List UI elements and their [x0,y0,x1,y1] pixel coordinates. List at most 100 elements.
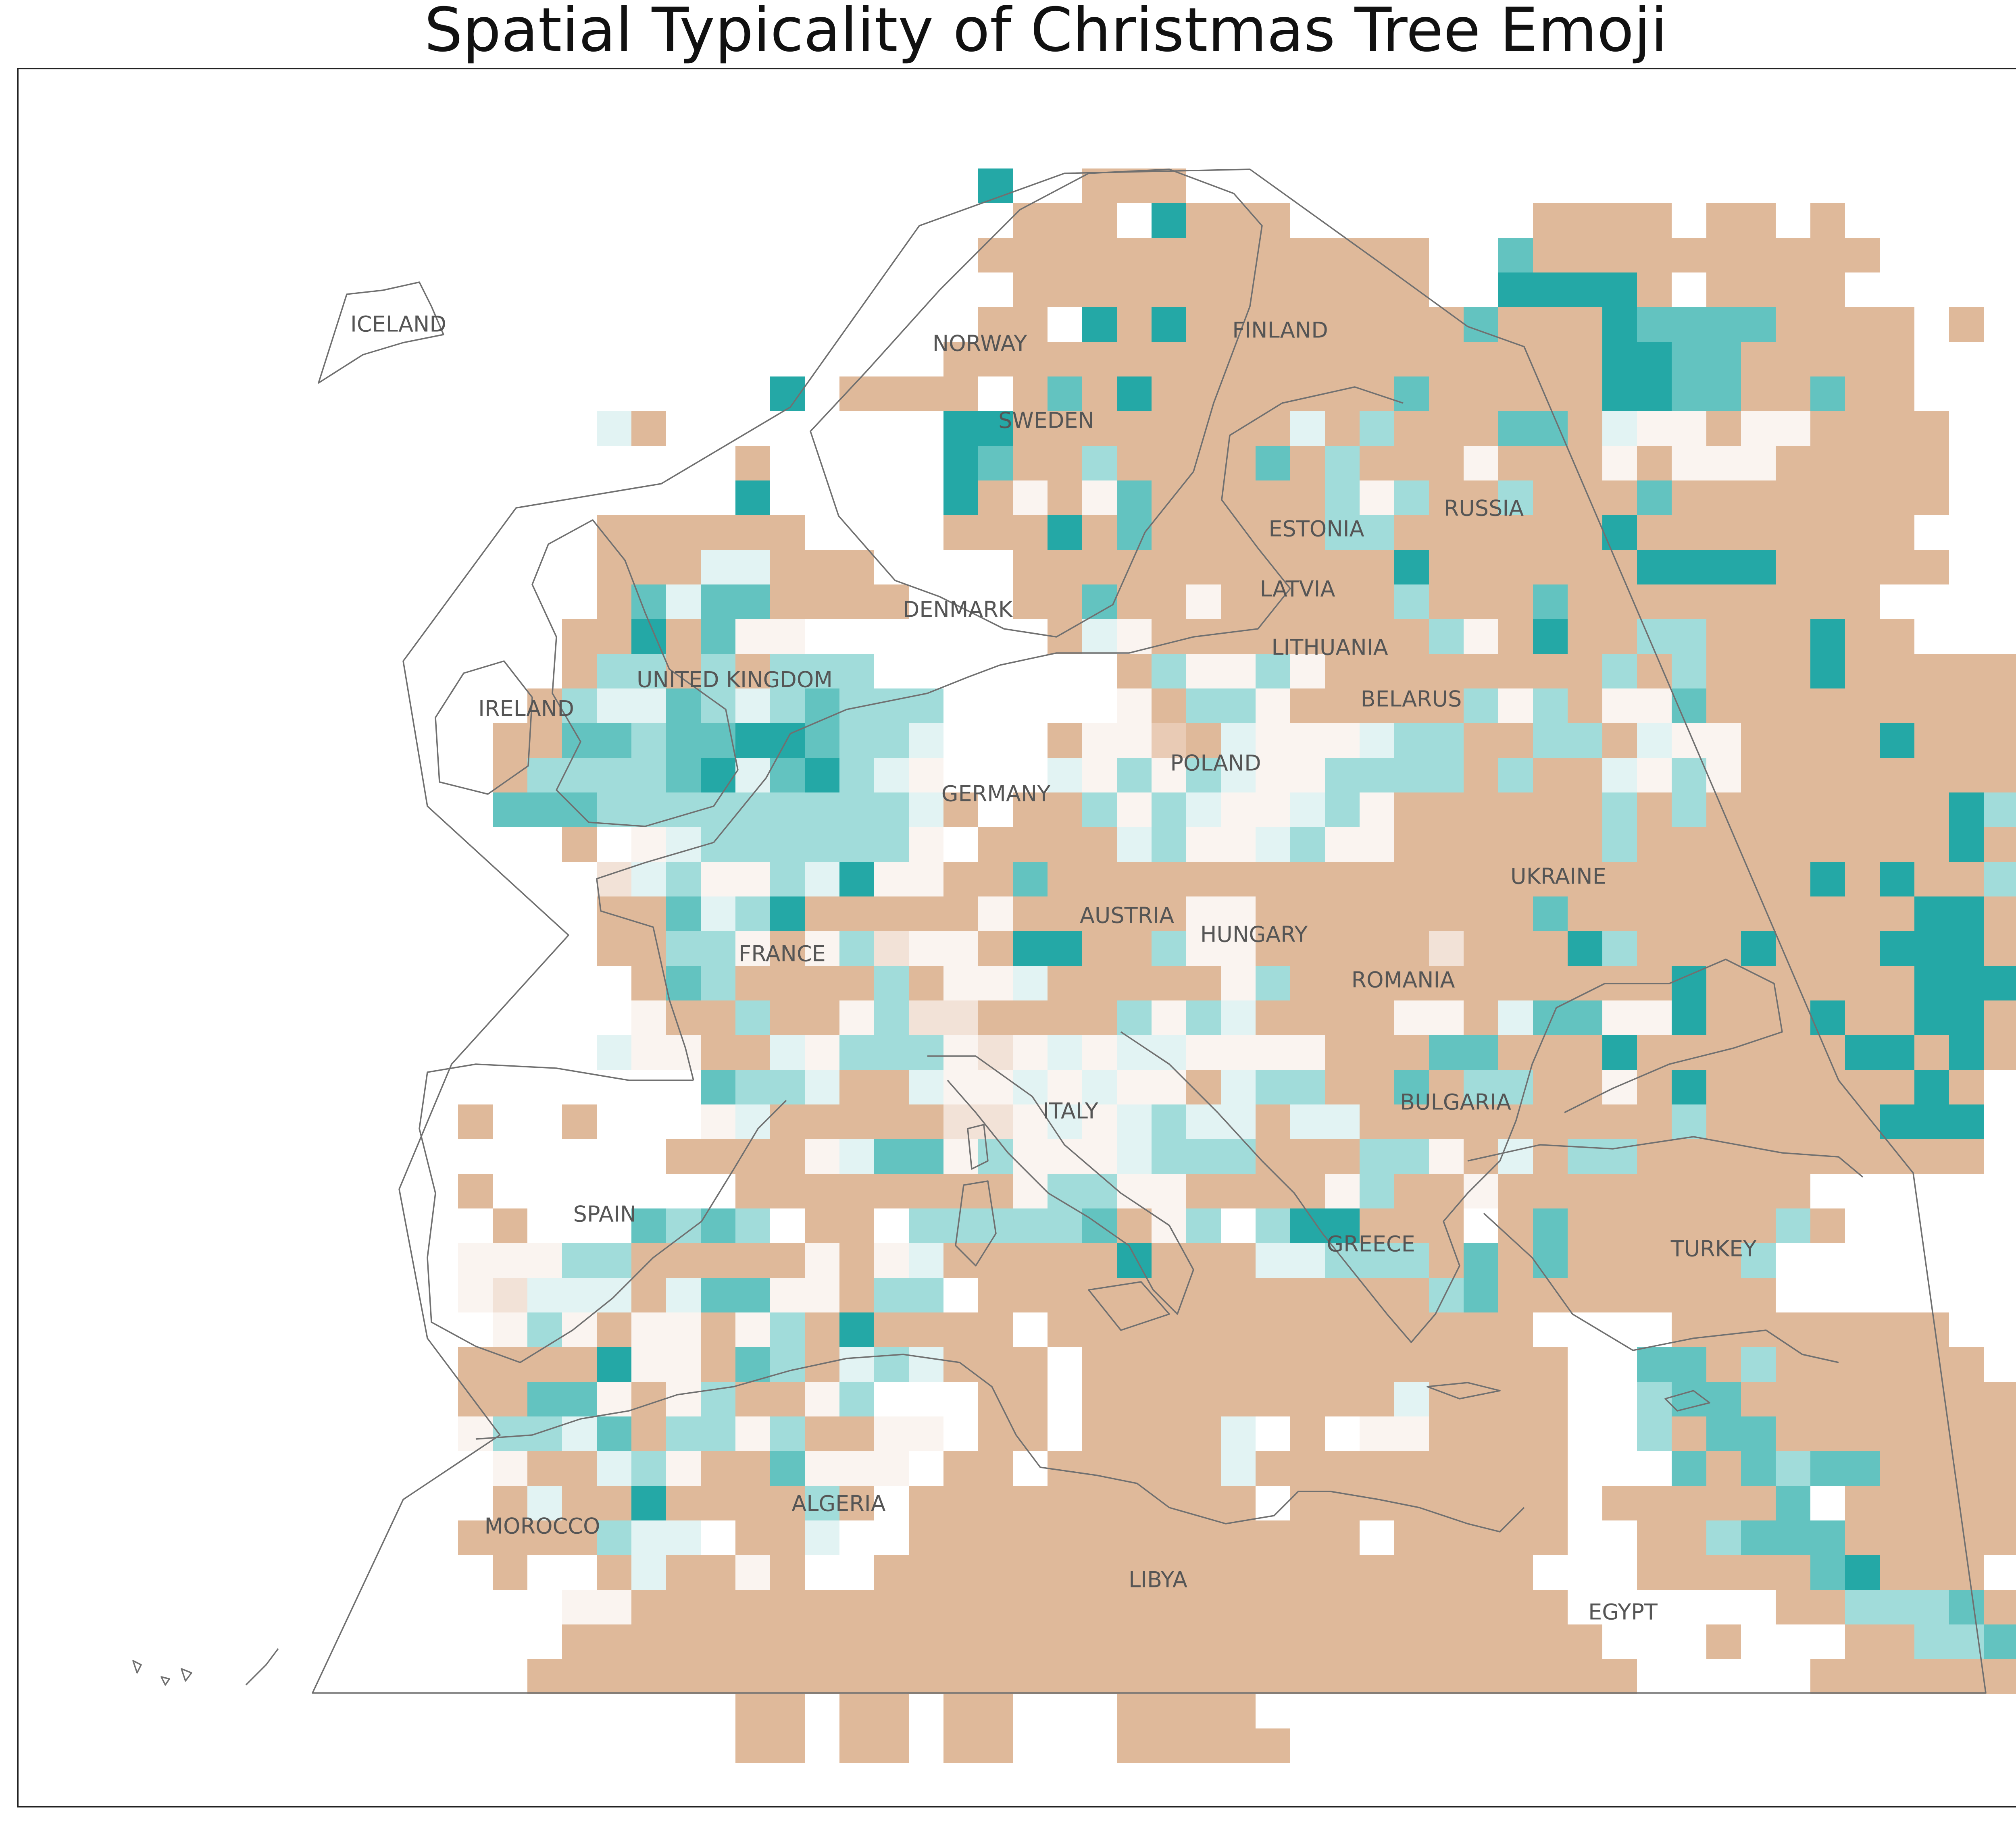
grid-cell [1810,1208,1845,1243]
grid-cell [943,1555,978,1590]
grid-cell [1845,515,1880,550]
grid-cell [1984,862,2016,896]
grid-cell [631,723,666,758]
grid-cell [1048,1486,1082,1520]
grid-cell [1533,1451,1568,1486]
grid-cell [1741,1347,1776,1382]
grid-cell [1429,515,1464,550]
grid-cell [978,307,1013,342]
grid-cell [1533,1035,1568,1070]
grid-cell [943,1208,978,1243]
grid-cell [597,1486,631,1520]
grid-cell [1290,966,1325,1000]
grid-cell [666,1312,701,1347]
grid-cell [1498,1520,1533,1555]
grid-cell [874,1416,909,1451]
grid-cell [1498,480,1533,515]
grid-cell [943,515,978,550]
grid-cell [943,1659,978,1694]
grid-cell [1325,1555,1360,1590]
grid-cell [874,1000,909,1035]
grid-cell [770,619,805,654]
grid-cell [874,1174,909,1208]
grid-cell [735,1624,770,1659]
grid-cell [1221,550,1256,584]
grid-cell [1256,862,1290,896]
grid-cell [597,931,631,966]
grid-cell [1013,966,1048,1000]
grid-cell [1360,758,1394,792]
grid-cell [666,1243,701,1278]
grid-cell [874,758,909,792]
grid-cell [1810,827,1845,862]
grid-cell [666,827,701,862]
grid-cell [1533,1000,1568,1035]
grid-cell [1741,272,1776,307]
grid-cell [839,896,874,931]
grid-cell [943,376,978,411]
grid-cell [1984,1416,2016,1451]
grid-cell [1221,1035,1256,1070]
grid-cell [909,1416,943,1451]
grid-cell [1082,1451,1117,1486]
grid-cell [1186,411,1221,446]
grid-cell [1464,896,1498,931]
grid-cell [1776,688,1810,723]
grid-cell [1637,480,1672,515]
grid-cell [1290,688,1325,723]
grid-cell [1394,342,1429,376]
grid-cell [874,1451,909,1486]
grid-cell [1880,758,1914,792]
country-label-spain: SPAIN [573,1202,637,1227]
grid-cell [1602,1208,1637,1243]
grid-cell [493,1451,527,1486]
grid-cell [1325,688,1360,723]
map-frame [17,68,2016,1807]
grid-cell [735,931,770,966]
grid-cell [1394,1104,1429,1139]
grid-cell [978,1555,1013,1590]
grid-cell [1290,758,1325,792]
grid-cell [1048,203,1082,238]
grid-cell [1117,1347,1152,1382]
grid-cell [1082,966,1117,1000]
grid-cell [770,862,805,896]
grid-cell [1186,1555,1221,1590]
grid-cell [1741,1208,1776,1243]
grid-cell [1845,1590,1880,1624]
grid-cell [1533,1416,1568,1451]
grid-cell [1394,1278,1429,1312]
grid-cell [735,1520,770,1555]
grid-cell [1602,376,1637,411]
grid-cell [909,1555,943,1590]
grid-cell [1117,238,1152,272]
grid-cell [1394,550,1429,584]
grid-cell [1914,1624,1949,1659]
grid-cell [839,792,874,827]
grid-cell [1602,688,1637,723]
grid-cell [1429,931,1464,966]
grid-cell [1568,446,1602,480]
grid-cell [1568,827,1602,862]
grid-cell [1498,1312,1533,1347]
grid-cell [562,1659,597,1694]
grid-cell [1706,1070,1741,1104]
grid-cell [909,1520,943,1555]
grid-cell [1672,827,1706,862]
grid-cell [1186,688,1221,723]
country-label-sweden: SWEDEN [998,408,1094,433]
grid-cell [1290,272,1325,307]
grid-cell [1845,1555,1880,1590]
grid-cell [666,1451,701,1486]
grid-cell [805,1659,839,1694]
grid-cell [701,654,735,688]
grid-cell [1152,1278,1186,1312]
grid-cell [1048,1035,1082,1070]
grid-cell [1186,1174,1221,1208]
grid-cell [1048,896,1082,931]
grid-cell [631,1486,666,1520]
grid-cell [1880,1070,1914,1104]
grid-cell [1533,1070,1568,1104]
grid-cell [1360,1104,1394,1139]
grid-cell [1152,446,1186,480]
